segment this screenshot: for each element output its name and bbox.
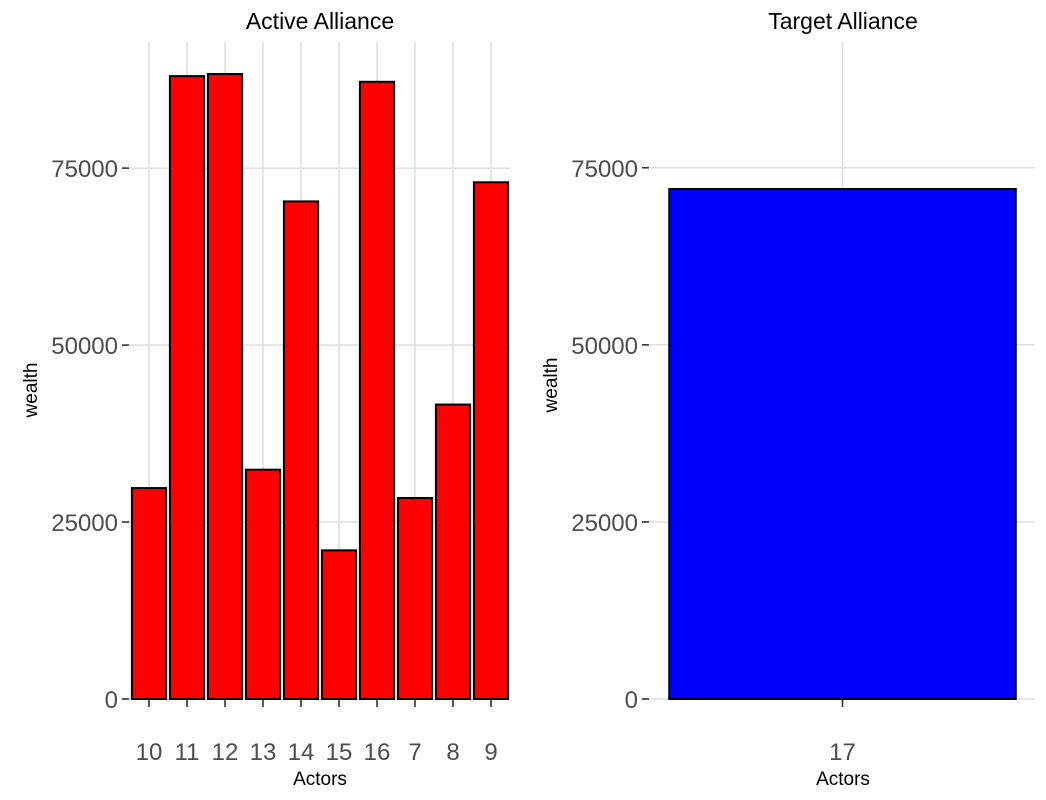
active-alliance-ytick-label-1: 25000: [51, 510, 118, 537]
active-alliance-bar-13: [244, 468, 282, 700]
active-alliance-xtick-label-16: 16: [364, 739, 391, 766]
active-alliance-xtick-label-8: 8: [446, 739, 459, 766]
target-alliance-ytick-label-2: 50000: [571, 333, 638, 360]
active-alliance-bar-16: [358, 80, 396, 701]
active-alliance-ytick-label-3: 75000: [51, 156, 118, 183]
active-alliance-xtick-label-13: 13: [250, 739, 277, 766]
target-alliance-ytick-label-0: 0: [625, 687, 638, 714]
active-alliance-xtick-label-10: 10: [136, 739, 163, 766]
active-alliance-ylabel: wealth: [21, 363, 42, 419]
active-alliance-bars: [130, 73, 510, 701]
target-alliance-ytick-label-3: 75000: [571, 156, 638, 183]
target-alliance-ytick-label-1: 25000: [571, 510, 638, 537]
target-alliance-xtick-label-17: 17: [829, 739, 856, 766]
active-alliance-xtick-label-14: 14: [288, 739, 315, 766]
active-alliance-xtick-label-15: 15: [326, 739, 353, 766]
target-alliance-bars: [668, 188, 1017, 700]
target-alliance-title: Target Alliance: [768, 8, 918, 34]
active-alliance-bar-11: [168, 75, 206, 701]
active-alliance-panel: Active Alliance wealth Actors 0 25000 5000…: [21, 8, 510, 790]
target-alliance-ylabel: wealth: [541, 358, 562, 414]
active-alliance-xtick-label-7: 7: [408, 739, 421, 766]
active-alliance-bar-14: [282, 200, 320, 701]
active-alliance-bar-8: [434, 403, 472, 700]
active-alliance-xtick-label-9: 9: [484, 739, 497, 766]
active-alliance-bar-15: [320, 549, 358, 700]
active-alliance-bar-9: [472, 181, 510, 700]
active-alliance-xlabel: Actors: [293, 769, 347, 790]
active-alliance-bar-7: [396, 496, 434, 700]
active-alliance-bar-12: [206, 73, 244, 700]
target-alliance-xlabel: Actors: [816, 769, 870, 790]
active-alliance-bar-10: [130, 487, 168, 700]
active-alliance-xtick-label-12: 12: [212, 739, 239, 766]
active-alliance-ytick-label-2: 50000: [51, 333, 118, 360]
target-alliance-panel: Target Alliance wealth Actors 0 25000 5000…: [541, 8, 1035, 790]
target-alliance-bar-17: [668, 188, 1017, 700]
active-alliance-xtick-label-11: 11: [175, 739, 200, 766]
active-alliance-title: Active Alliance: [246, 8, 394, 34]
active-alliance-ytick-label-0: 0: [105, 687, 118, 714]
